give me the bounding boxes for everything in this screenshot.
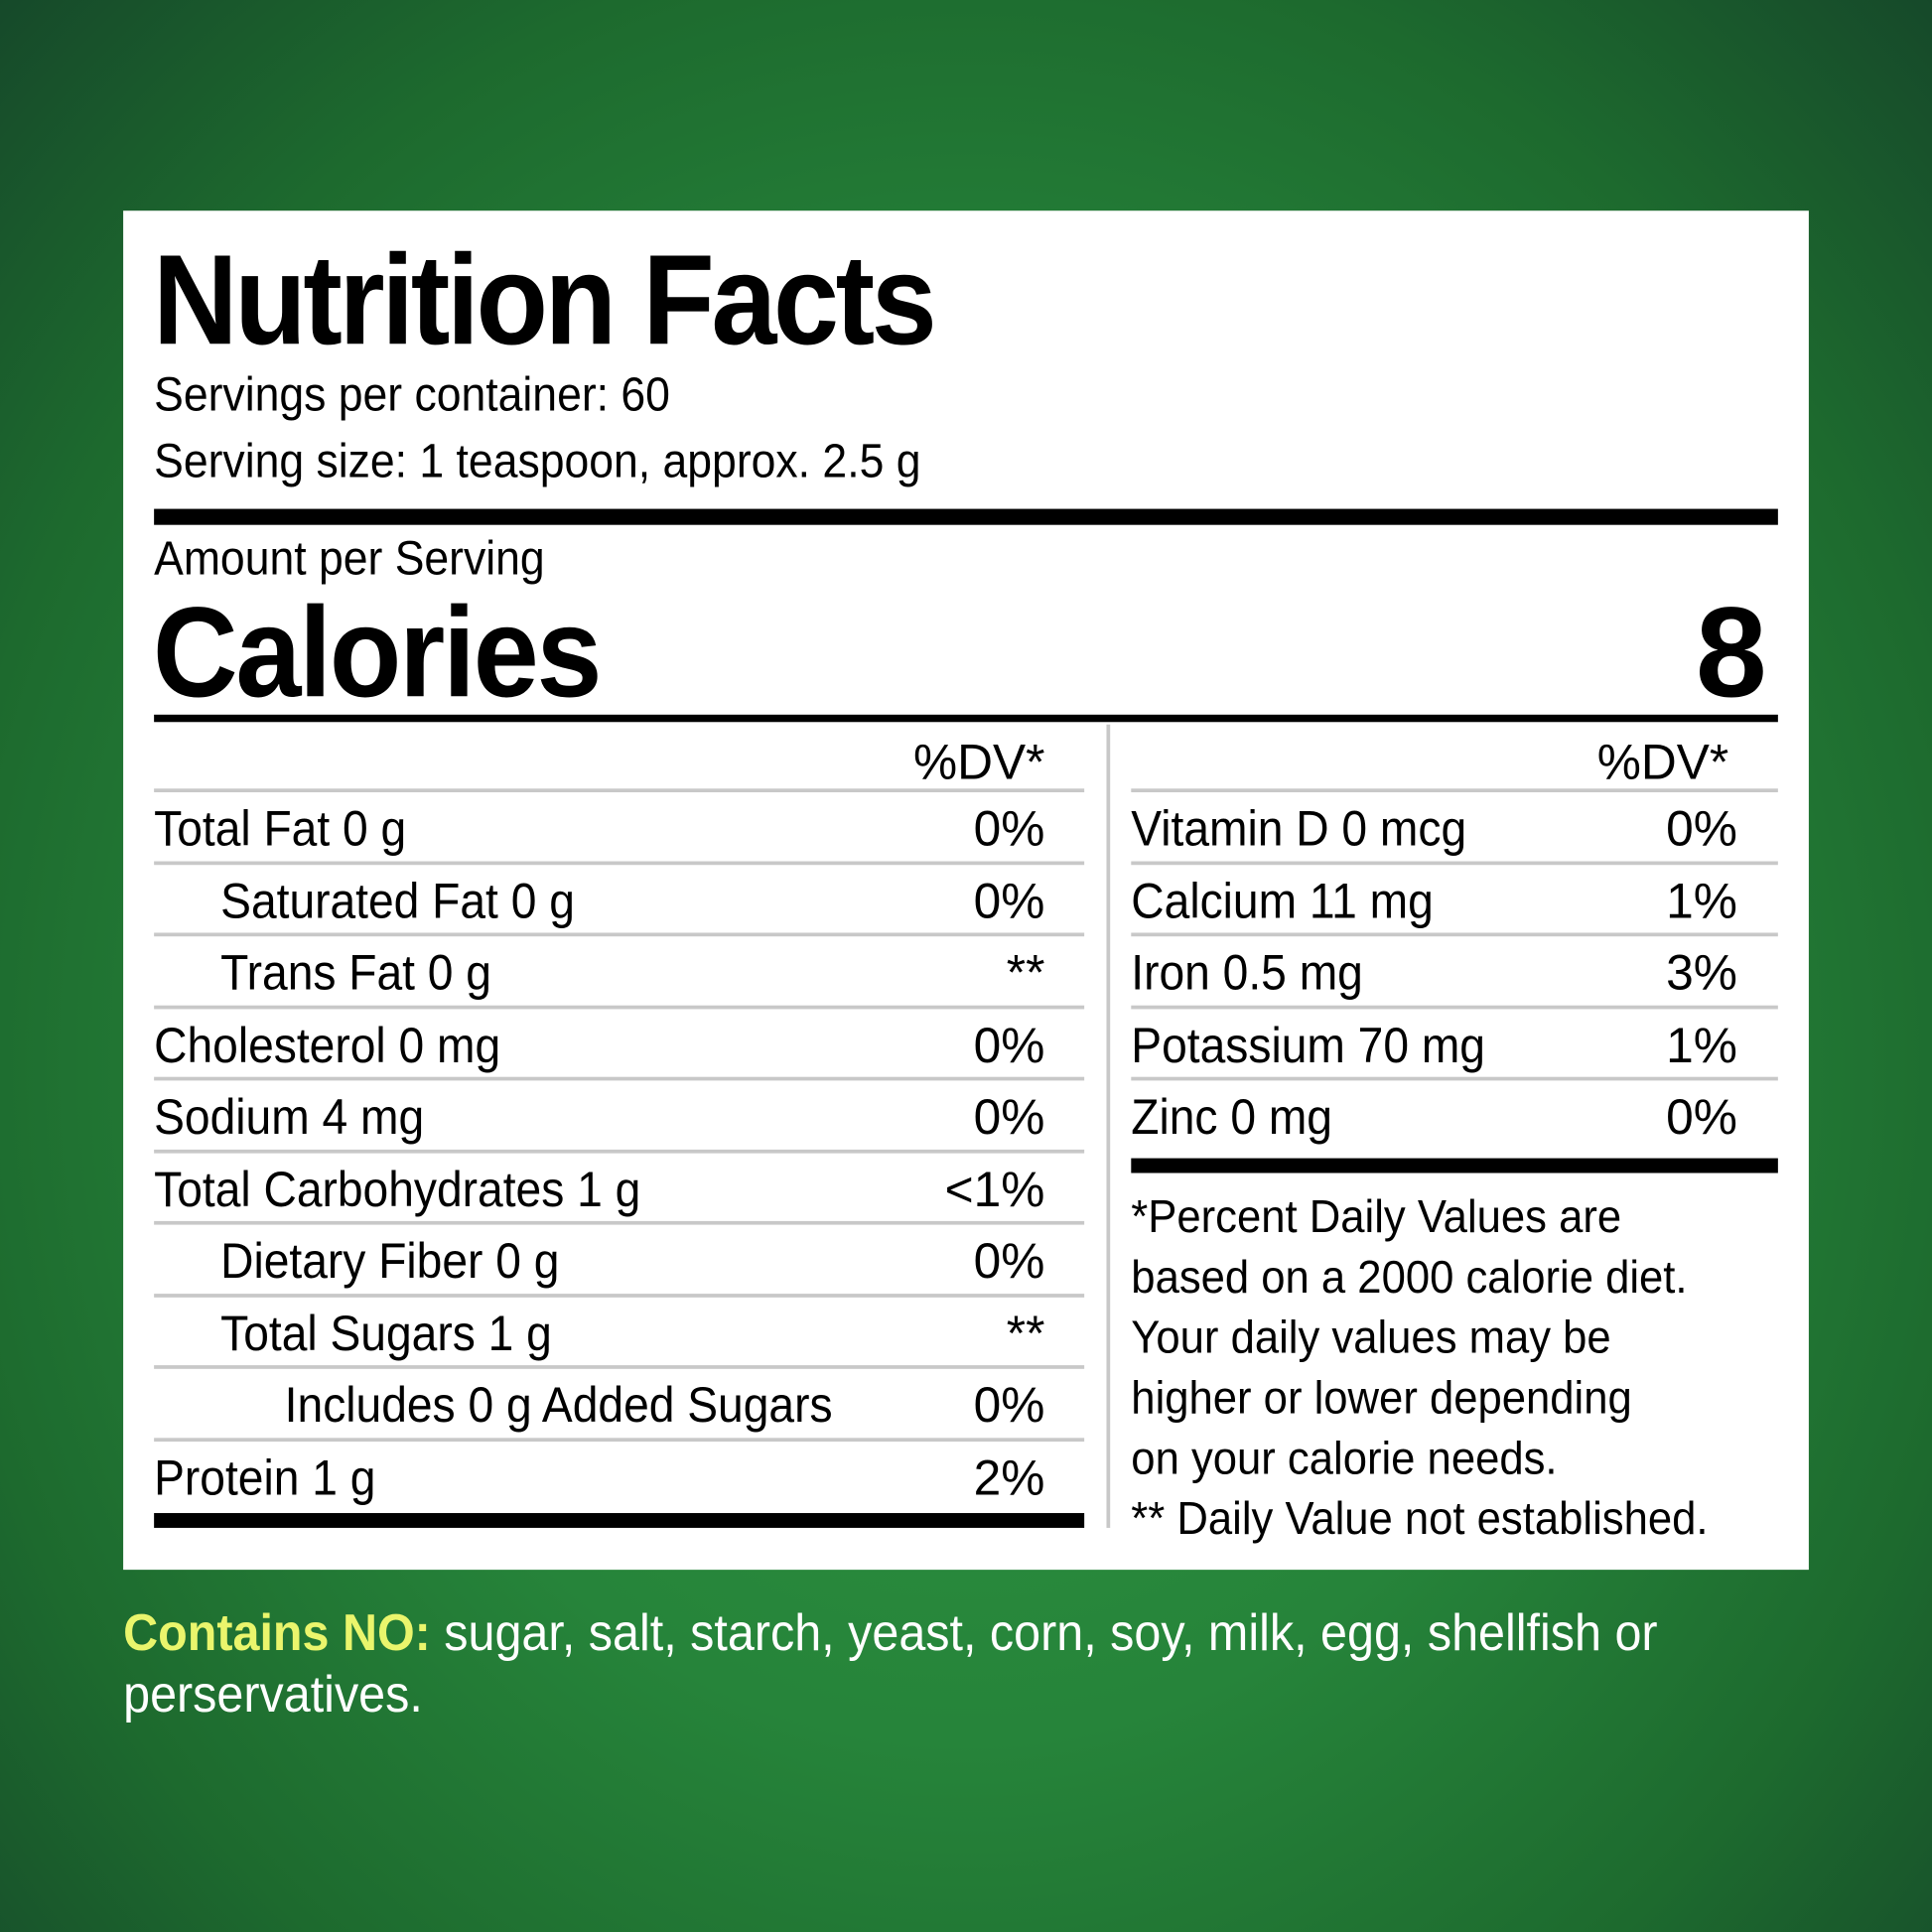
left-nutrient-column: %DV* Total Fat 0 g 0% Saturated Fat 0 g 0% T…	[154, 724, 1085, 1514]
contains-no-label: Contains NO:	[123, 1602, 431, 1661]
nutrient-row: Total Fat 0 g 0%	[154, 792, 1085, 865]
nutrient-row: Includes 0 g Added Sugars 0%	[154, 1369, 1085, 1442]
nutrient-row: Calcium 11 mg 1%	[1131, 865, 1778, 937]
left-bottom-bar	[154, 1513, 1085, 1528]
title: Nutrition Facts	[152, 228, 937, 372]
footnote-line: Your daily values may be	[1131, 1311, 1611, 1363]
nutrient-label: Total Sugars 1 g	[220, 1307, 552, 1361]
nutrient-row: Zinc 0 mg 0%	[1131, 1080, 1778, 1153]
contains-no-text: sugar, salt, starch, yeast, corn, soy, m…	[123, 1602, 1658, 1724]
nutrient-label: Saturated Fat 0 g	[220, 874, 575, 929]
nutrient-label: Includes 0 g Added Sugars	[284, 1378, 833, 1434]
nutrient-row: Saturated Fat 0 g 0%	[154, 865, 1085, 937]
nutrient-label: Protein 1 g	[154, 1450, 376, 1505]
footnote-line: higher or lower depending	[1131, 1372, 1632, 1424]
nutrient-dv: 0%	[973, 874, 1045, 929]
dv-header-row: %DV*	[154, 724, 1085, 793]
nutrient-dv: 0%	[973, 1378, 1045, 1434]
nutrient-label: Total Carbohydrates 1 g	[154, 1162, 641, 1217]
calories-value: 8	[1695, 581, 1767, 725]
nutrient-label: Zinc 0 mg	[1131, 1090, 1332, 1145]
serving-size: Serving size: 1 teaspoon, approx. 2.5 g	[154, 435, 921, 488]
amount-per-serving: Amount per Serving	[154, 532, 545, 586]
nutrient-dv: 0%	[973, 1090, 1045, 1145]
column-divider	[1106, 724, 1111, 1528]
right-nutrient-column: %DV* Vitamin D 0 mcg 0% Calcium 11 mg 1% Iro…	[1131, 724, 1778, 1154]
nutrient-row: Protein 1 g 2%	[154, 1441, 1084, 1513]
nutrient-dv: 0%	[973, 801, 1045, 857]
nutrient-label: Iron 0.5 mg	[1131, 946, 1363, 1001]
footnote: *Percent Daily Values are based on a 2000…	[1131, 1186, 1708, 1549]
nutrient-label: Vitamin D 0 mcg	[1131, 801, 1467, 857]
nutrient-dv: 2%	[973, 1450, 1045, 1505]
nutrient-label: Sodium 4 mg	[154, 1090, 425, 1145]
nutrient-dv: <1%	[944, 1162, 1045, 1217]
nutrient-label: Cholesterol 0 mg	[154, 1018, 501, 1073]
dv-header: %DV*	[1596, 735, 1729, 790]
nutrient-row: Iron 0.5 mg 3%	[1131, 936, 1778, 1009]
nutrient-dv: 0%	[973, 1234, 1045, 1290]
nutrient-dv: **	[1006, 946, 1045, 1001]
footnote-line: *Percent Daily Values are	[1131, 1191, 1622, 1242]
nutrient-row: Dietary Fiber 0 g 0%	[154, 1225, 1085, 1298]
nutrient-dv: **	[1006, 1307, 1045, 1361]
nutrient-dv: 0%	[973, 1018, 1045, 1073]
footnote-line: based on a 2000 calorie diet.	[1131, 1251, 1688, 1303]
nutrient-row: Vitamin D 0 mcg 0%	[1131, 792, 1778, 865]
nutrient-dv: 3%	[1666, 946, 1737, 1001]
footnote-line: on your calorie needs.	[1131, 1433, 1558, 1484]
right-bottom-bar	[1131, 1158, 1778, 1173]
nutrient-row: Cholesterol 0 mg 0%	[154, 1009, 1085, 1081]
nutrient-label: Dietary Fiber 0 g	[220, 1234, 560, 1290]
dv-header-row: %DV*	[1131, 724, 1778, 793]
calories-label: Calories	[152, 581, 603, 725]
nutrient-label: Trans Fat 0 g	[220, 946, 491, 1001]
dv-header: %DV*	[913, 735, 1045, 790]
nutrient-label: Total Fat 0 g	[154, 801, 407, 857]
nutrient-dv: 0%	[1666, 801, 1737, 857]
nutrient-dv: 1%	[1666, 1018, 1737, 1073]
nutrient-row: Trans Fat 0 g **	[154, 936, 1085, 1009]
nutrition-facts-card: Nutrition Facts Servings per container: …	[123, 210, 1809, 1571]
nutrient-row: Total Carbohydrates 1 g <1%	[154, 1153, 1085, 1225]
nutrient-row: Sodium 4 mg 0%	[154, 1080, 1085, 1154]
nutrient-label: Potassium 70 mg	[1131, 1018, 1485, 1073]
nutrient-label: Calcium 11 mg	[1131, 874, 1434, 929]
footnote-line: ** Daily Value not established.	[1131, 1493, 1709, 1545]
nutrient-dv: 0%	[1666, 1090, 1737, 1145]
calories-divider	[154, 714, 1778, 723]
thick-divider	[154, 508, 1778, 525]
nutrient-row: Potassium 70 mg 1%	[1131, 1009, 1778, 1081]
contains-no-statement: Contains NO: sugar, salt, starch, yeast,…	[123, 1601, 1670, 1725]
servings-per-container: Servings per container: 60	[154, 368, 670, 422]
nutrient-row: Total Sugars 1 g **	[154, 1297, 1085, 1369]
nutrient-dv: 1%	[1666, 874, 1737, 929]
